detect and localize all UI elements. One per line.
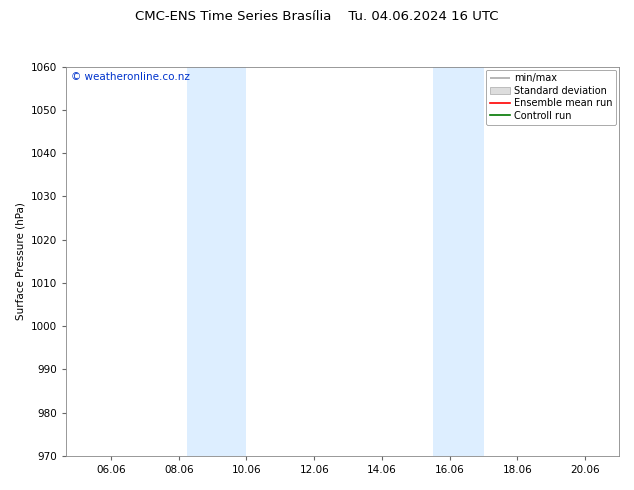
- Legend: min/max, Standard deviation, Ensemble mean run, Controll run: min/max, Standard deviation, Ensemble me…: [486, 70, 616, 124]
- Y-axis label: Surface Pressure (hPa): Surface Pressure (hPa): [15, 202, 25, 320]
- Bar: [433, 67, 484, 456]
- Text: CMC-ENS Time Series Brasília    Tu. 04.06.2024 16 UTC: CMC-ENS Time Series Brasília Tu. 04.06.2…: [135, 10, 499, 23]
- Bar: [187, 67, 247, 456]
- Text: © weatheronline.co.nz: © weatheronline.co.nz: [72, 73, 190, 82]
